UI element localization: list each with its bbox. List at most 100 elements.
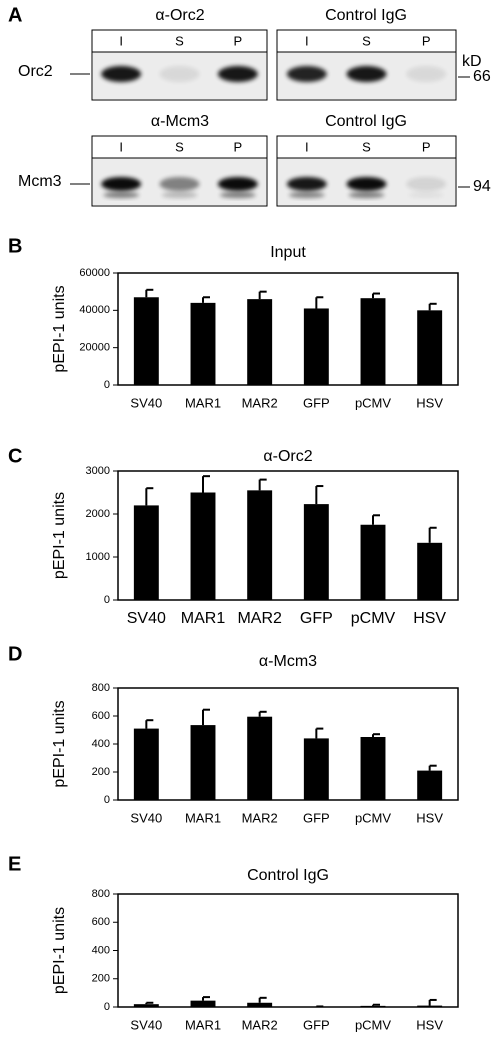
bar	[303, 308, 329, 385]
plot-frame	[117, 470, 459, 601]
blot-antibody: α-Mcm3	[151, 113, 209, 130]
lane-label: S	[175, 33, 184, 48]
bar	[247, 490, 273, 600]
x-tick-label: MAR2	[242, 810, 278, 825]
blot-band	[408, 192, 445, 198]
bar	[190, 1000, 216, 1007]
plot-frame	[117, 687, 459, 801]
y-tick-label: 200	[92, 973, 110, 985]
bar	[247, 299, 273, 385]
x-tick-label: SV40	[130, 1017, 162, 1032]
y-tick-label: 0	[104, 379, 110, 391]
x-tick-label: GFP	[303, 810, 330, 825]
lane-label: P	[422, 33, 431, 48]
protein-label: Mcm3	[18, 173, 62, 190]
bar	[303, 738, 329, 800]
lane-label: I	[305, 33, 309, 48]
x-tick-label: HSV	[416, 1017, 443, 1032]
bar	[133, 297, 159, 385]
y-tick-label: 800	[92, 888, 110, 900]
y-tick-label: 600	[92, 710, 110, 722]
blot-antibody: Control IgG	[325, 7, 407, 24]
bar	[417, 1005, 443, 1007]
bar	[133, 505, 159, 600]
x-tick-label: MAR2	[237, 610, 282, 627]
chart-title: α-Orc2	[263, 448, 312, 465]
bar	[360, 737, 386, 800]
x-tick-label: SV40	[127, 610, 166, 627]
plot-frame	[117, 272, 459, 386]
blot-band	[217, 66, 258, 82]
lane-label: S	[362, 139, 371, 154]
chart-title: Input	[270, 244, 306, 261]
blot-band	[346, 66, 387, 82]
y-tick-label: 60000	[79, 267, 110, 279]
blot-band	[406, 66, 447, 82]
bar	[360, 1005, 386, 1007]
bar	[360, 524, 386, 600]
blot-antibody: α-Orc2	[155, 7, 204, 24]
x-tick-label: pCMV	[355, 810, 391, 825]
blot-band	[161, 192, 198, 198]
bar	[417, 770, 443, 800]
y-axis-label: pEPI-1 units	[51, 492, 68, 579]
blot-band	[219, 192, 256, 198]
marker-label: 94	[473, 178, 491, 195]
y-tick-label: 0	[104, 594, 110, 606]
blot-band	[288, 192, 325, 198]
panel-letter: B	[8, 235, 22, 257]
y-tick-label: 800	[92, 682, 110, 694]
lane-label: I	[119, 33, 123, 48]
x-tick-label: GFP	[303, 1017, 330, 1032]
x-tick-label: pCMV	[351, 610, 396, 627]
lane-label: P	[233, 33, 242, 48]
x-tick-label: MAR1	[185, 1017, 221, 1032]
marker-unit: kD	[462, 53, 482, 70]
y-tick-label: 200	[92, 766, 110, 778]
y-tick-label: 20000	[79, 342, 110, 354]
lane-label: I	[305, 139, 309, 154]
blot-band	[159, 66, 200, 82]
y-tick-label: 400	[92, 738, 110, 750]
y-tick-label: 2000	[86, 508, 110, 520]
x-tick-label: HSV	[413, 610, 446, 627]
panel-letter: A	[8, 4, 22, 26]
x-tick-label: GFP	[300, 610, 333, 627]
chart-title: Control IgG	[247, 867, 329, 884]
blot-band	[103, 192, 140, 198]
y-tick-label: 400	[92, 944, 110, 956]
blot-band	[406, 177, 447, 191]
y-axis-label: pEPI-1 units	[51, 907, 68, 994]
x-tick-label: SV40	[130, 810, 162, 825]
lane-label: P	[233, 139, 242, 154]
x-tick-label: SV40	[130, 395, 162, 410]
y-tick-label: 0	[104, 1001, 110, 1013]
x-tick-label: MAR1	[181, 610, 226, 627]
bar	[190, 302, 216, 385]
lane-label: S	[175, 139, 184, 154]
marker-label: 66	[473, 68, 491, 85]
lane-label: P	[422, 139, 431, 154]
y-tick-label: 40000	[79, 304, 110, 316]
y-tick-label: 1000	[86, 551, 110, 563]
y-tick-label: 3000	[86, 465, 110, 477]
protein-label: Orc2	[18, 63, 53, 80]
bar	[133, 728, 159, 800]
bar	[360, 298, 386, 385]
blot-band	[101, 66, 142, 82]
x-tick-label: GFP	[303, 395, 330, 410]
bar	[417, 542, 443, 600]
lane-label: S	[362, 33, 371, 48]
blot-band	[346, 177, 387, 191]
panel-letter: D	[8, 643, 22, 665]
panel-letter: C	[8, 445, 22, 467]
x-tick-label: MAR2	[242, 1017, 278, 1032]
x-tick-label: pCMV	[355, 1017, 391, 1032]
blot-antibody: Control IgG	[325, 113, 407, 130]
panel-letter: E	[8, 853, 21, 875]
x-tick-label: MAR1	[185, 395, 221, 410]
blot-band	[101, 177, 142, 191]
lane-label: I	[119, 139, 123, 154]
y-tick-label: 0	[104, 794, 110, 806]
